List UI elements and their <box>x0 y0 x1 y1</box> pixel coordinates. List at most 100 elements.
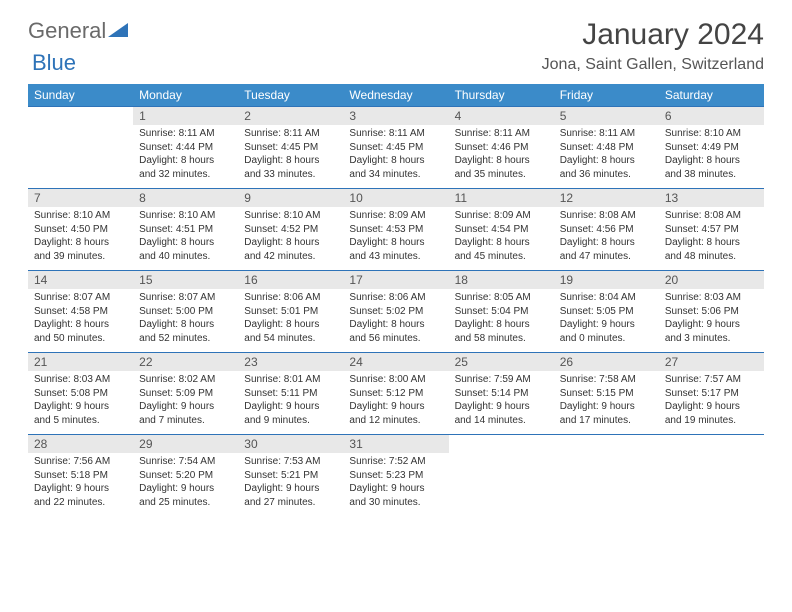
day-number: 3 <box>343 107 448 125</box>
calendar-table: Sunday Monday Tuesday Wednesday Thursday… <box>28 84 764 517</box>
weekday-header: Monday <box>133 84 238 107</box>
calendar-row: 21Sunrise: 8:03 AMSunset: 5:08 PMDayligh… <box>28 353 764 435</box>
day-number: 14 <box>28 271 133 289</box>
day-number: 23 <box>238 353 343 371</box>
calendar-cell: 19Sunrise: 8:04 AMSunset: 5:05 PMDayligh… <box>554 271 659 353</box>
day-info: Sunrise: 8:02 AMSunset: 5:09 PMDaylight:… <box>133 371 238 431</box>
day-number: 10 <box>343 189 448 207</box>
day-number: 30 <box>238 435 343 453</box>
page-heading: January 2024 Jona, Saint Gallen, Switzer… <box>542 18 764 74</box>
calendar-cell: 18Sunrise: 8:05 AMSunset: 5:04 PMDayligh… <box>449 271 554 353</box>
day-info: Sunrise: 8:11 AMSunset: 4:48 PMDaylight:… <box>554 125 659 185</box>
day-number: 13 <box>659 189 764 207</box>
day-info: Sunrise: 7:53 AMSunset: 5:21 PMDaylight:… <box>238 453 343 513</box>
day-info: Sunrise: 8:06 AMSunset: 5:02 PMDaylight:… <box>343 289 448 349</box>
calendar-cell: 6Sunrise: 8:10 AMSunset: 4:49 PMDaylight… <box>659 107 764 189</box>
day-number: 31 <box>343 435 448 453</box>
weekday-header: Tuesday <box>238 84 343 107</box>
day-info: Sunrise: 8:09 AMSunset: 4:53 PMDaylight:… <box>343 207 448 267</box>
day-number: 25 <box>449 353 554 371</box>
calendar-cell: 13Sunrise: 8:08 AMSunset: 4:57 PMDayligh… <box>659 189 764 271</box>
day-number: 5 <box>554 107 659 125</box>
calendar-cell: 16Sunrise: 8:06 AMSunset: 5:01 PMDayligh… <box>238 271 343 353</box>
calendar-cell: 17Sunrise: 8:06 AMSunset: 5:02 PMDayligh… <box>343 271 448 353</box>
brand-triangle-icon <box>108 21 128 37</box>
calendar-cell: 11Sunrise: 8:09 AMSunset: 4:54 PMDayligh… <box>449 189 554 271</box>
calendar-cell: 30Sunrise: 7:53 AMSunset: 5:21 PMDayligh… <box>238 435 343 517</box>
calendar-cell: 7Sunrise: 8:10 AMSunset: 4:50 PMDaylight… <box>28 189 133 271</box>
day-number: 1 <box>133 107 238 125</box>
calendar-cell: 28Sunrise: 7:56 AMSunset: 5:18 PMDayligh… <box>28 435 133 517</box>
day-info: Sunrise: 8:00 AMSunset: 5:12 PMDaylight:… <box>343 371 448 431</box>
day-info: Sunrise: 8:09 AMSunset: 4:54 PMDaylight:… <box>449 207 554 267</box>
day-info: Sunrise: 8:04 AMSunset: 5:05 PMDaylight:… <box>554 289 659 349</box>
calendar-cell <box>659 435 764 517</box>
calendar-cell: 31Sunrise: 7:52 AMSunset: 5:23 PMDayligh… <box>343 435 448 517</box>
brand-part1: General <box>28 18 106 44</box>
weekday-header: Saturday <box>659 84 764 107</box>
day-info: Sunrise: 8:11 AMSunset: 4:46 PMDaylight:… <box>449 125 554 185</box>
day-number: 17 <box>343 271 448 289</box>
calendar-cell: 15Sunrise: 8:07 AMSunset: 5:00 PMDayligh… <box>133 271 238 353</box>
day-info: Sunrise: 7:52 AMSunset: 5:23 PMDaylight:… <box>343 453 448 513</box>
weekday-header: Sunday <box>28 84 133 107</box>
calendar-cell: 4Sunrise: 8:11 AMSunset: 4:46 PMDaylight… <box>449 107 554 189</box>
location-label: Jona, Saint Gallen, Switzerland <box>542 56 764 74</box>
day-info: Sunrise: 8:07 AMSunset: 5:00 PMDaylight:… <box>133 289 238 349</box>
day-number: 20 <box>659 271 764 289</box>
calendar-cell: 27Sunrise: 7:57 AMSunset: 5:17 PMDayligh… <box>659 353 764 435</box>
day-number: 19 <box>554 271 659 289</box>
calendar-cell: 29Sunrise: 7:54 AMSunset: 5:20 PMDayligh… <box>133 435 238 517</box>
day-number: 29 <box>133 435 238 453</box>
calendar-row: 28Sunrise: 7:56 AMSunset: 5:18 PMDayligh… <box>28 435 764 517</box>
day-number: 6 <box>659 107 764 125</box>
day-number: 12 <box>554 189 659 207</box>
weekday-header: Wednesday <box>343 84 448 107</box>
day-number: 26 <box>554 353 659 371</box>
calendar-cell: 23Sunrise: 8:01 AMSunset: 5:11 PMDayligh… <box>238 353 343 435</box>
calendar-cell: 1Sunrise: 8:11 AMSunset: 4:44 PMDaylight… <box>133 107 238 189</box>
calendar-cell <box>28 107 133 189</box>
day-info: Sunrise: 8:03 AMSunset: 5:08 PMDaylight:… <box>28 371 133 431</box>
calendar-cell: 22Sunrise: 8:02 AMSunset: 5:09 PMDayligh… <box>133 353 238 435</box>
day-info: Sunrise: 8:01 AMSunset: 5:11 PMDaylight:… <box>238 371 343 431</box>
calendar-row: 7Sunrise: 8:10 AMSunset: 4:50 PMDaylight… <box>28 189 764 271</box>
calendar-cell: 14Sunrise: 8:07 AMSunset: 4:58 PMDayligh… <box>28 271 133 353</box>
calendar-cell: 21Sunrise: 8:03 AMSunset: 5:08 PMDayligh… <box>28 353 133 435</box>
day-number: 24 <box>343 353 448 371</box>
day-number: 15 <box>133 271 238 289</box>
day-info: Sunrise: 8:10 AMSunset: 4:52 PMDaylight:… <box>238 207 343 267</box>
calendar-cell: 8Sunrise: 8:10 AMSunset: 4:51 PMDaylight… <box>133 189 238 271</box>
day-number: 9 <box>238 189 343 207</box>
day-number: 7 <box>28 189 133 207</box>
weekday-header: Thursday <box>449 84 554 107</box>
calendar-row: 14Sunrise: 8:07 AMSunset: 4:58 PMDayligh… <box>28 271 764 353</box>
calendar-cell: 2Sunrise: 8:11 AMSunset: 4:45 PMDaylight… <box>238 107 343 189</box>
day-number: 28 <box>28 435 133 453</box>
calendar-cell: 5Sunrise: 8:11 AMSunset: 4:48 PMDaylight… <box>554 107 659 189</box>
day-info: Sunrise: 8:11 AMSunset: 4:45 PMDaylight:… <box>343 125 448 185</box>
calendar-cell: 24Sunrise: 8:00 AMSunset: 5:12 PMDayligh… <box>343 353 448 435</box>
calendar-row: 1Sunrise: 8:11 AMSunset: 4:44 PMDaylight… <box>28 107 764 189</box>
calendar-cell <box>554 435 659 517</box>
day-number: 27 <box>659 353 764 371</box>
calendar-cell: 10Sunrise: 8:09 AMSunset: 4:53 PMDayligh… <box>343 189 448 271</box>
day-info: Sunrise: 8:05 AMSunset: 5:04 PMDaylight:… <box>449 289 554 349</box>
day-info: Sunrise: 8:10 AMSunset: 4:50 PMDaylight:… <box>28 207 133 267</box>
calendar-cell: 9Sunrise: 8:10 AMSunset: 4:52 PMDaylight… <box>238 189 343 271</box>
day-info: Sunrise: 8:08 AMSunset: 4:57 PMDaylight:… <box>659 207 764 267</box>
header-bar: General January 2024 Jona, Saint Gallen,… <box>28 18 764 74</box>
day-info: Sunrise: 7:58 AMSunset: 5:15 PMDaylight:… <box>554 371 659 431</box>
weekday-header: Friday <box>554 84 659 107</box>
day-info: Sunrise: 8:07 AMSunset: 4:58 PMDaylight:… <box>28 289 133 349</box>
calendar-cell: 26Sunrise: 7:58 AMSunset: 5:15 PMDayligh… <box>554 353 659 435</box>
brand-logo: General <box>28 18 110 44</box>
day-info: Sunrise: 7:59 AMSunset: 5:14 PMDaylight:… <box>449 371 554 431</box>
day-info: Sunrise: 8:03 AMSunset: 5:06 PMDaylight:… <box>659 289 764 349</box>
calendar-cell: 20Sunrise: 8:03 AMSunset: 5:06 PMDayligh… <box>659 271 764 353</box>
day-info: Sunrise: 8:11 AMSunset: 4:45 PMDaylight:… <box>238 125 343 185</box>
day-number: 4 <box>449 107 554 125</box>
day-number: 11 <box>449 189 554 207</box>
calendar-cell <box>449 435 554 517</box>
calendar-cell: 12Sunrise: 8:08 AMSunset: 4:56 PMDayligh… <box>554 189 659 271</box>
